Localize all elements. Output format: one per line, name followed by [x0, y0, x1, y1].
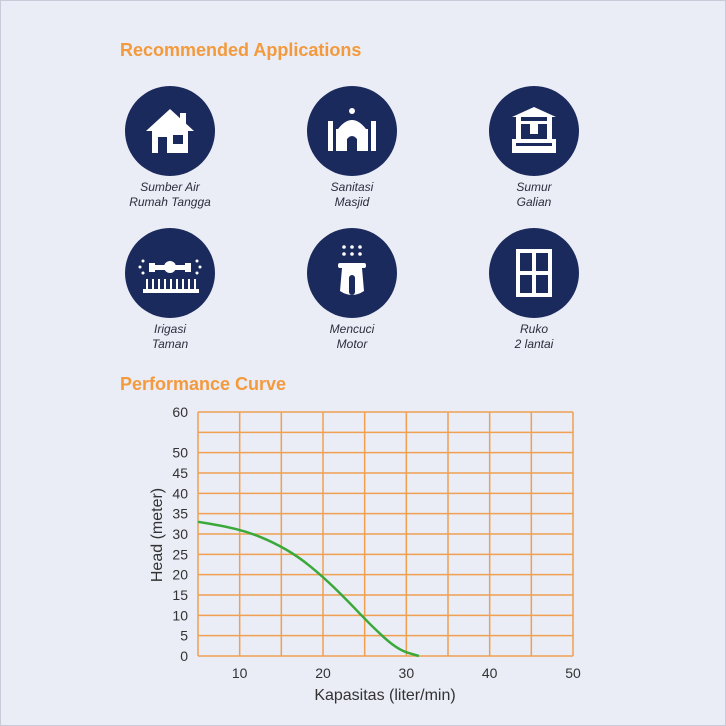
- house-icon: [125, 86, 215, 176]
- y-tick-label: 5: [180, 628, 188, 644]
- y-tick-label: 10: [172, 607, 188, 623]
- x-tick-label: 30: [399, 665, 415, 681]
- y-tick-label: 30: [172, 526, 188, 542]
- scooter-icon: [307, 228, 397, 318]
- app-item-mosque: Sanitasi Masjid: [272, 86, 432, 210]
- y-axis-label: Head (meter): [149, 488, 166, 582]
- y-tick-label: 60: [172, 404, 188, 420]
- app-item-well: Sumur Galian: [454, 86, 614, 210]
- performance-curve-line: [197, 520, 420, 658]
- x-tick-label: 50: [565, 665, 581, 681]
- y-tick-label: 20: [172, 567, 188, 583]
- y-tick-label: 35: [172, 506, 188, 522]
- app-item-house: Sumber Air Rumah Tangga: [90, 86, 250, 210]
- app-label-house: Sumber Air Rumah Tangga: [129, 180, 211, 209]
- x-tick-label: 40: [482, 665, 498, 681]
- app-item-scooter: Mencuci Motor: [272, 228, 432, 352]
- y-tick-label: 0: [180, 648, 188, 664]
- app-item-window: Ruko 2 lantai: [454, 228, 614, 352]
- mosque-icon: [307, 86, 397, 176]
- y-tick-label: 25: [172, 546, 188, 562]
- app-label-window: Ruko 2 lantai: [514, 322, 554, 351]
- app-label-sprinkler: Irigasi Taman: [151, 322, 189, 351]
- performance-title: Performance Curve: [120, 374, 287, 394]
- y-tick-label: 40: [172, 485, 188, 501]
- app-label-well: Sumur Galian: [516, 180, 552, 209]
- app-item-sprinkler: Irigasi Taman: [90, 228, 250, 352]
- app-label-mosque: Sanitasi Masjid: [330, 180, 374, 209]
- x-tick-label: 20: [315, 665, 331, 681]
- y-tick-label: 45: [172, 465, 188, 481]
- x-tick-label: 10: [232, 665, 248, 681]
- y-tick-label: 15: [172, 587, 188, 603]
- applications-title: Recommended Applications: [120, 40, 362, 60]
- x-axis-label: Kapasitas (liter/min): [314, 687, 455, 704]
- sprinkler-icon: [125, 228, 215, 318]
- well-icon: [489, 86, 579, 176]
- app-label-scooter: Mencuci Motor: [329, 322, 375, 351]
- y-tick-label: 50: [172, 445, 188, 461]
- window-icon: [489, 228, 579, 318]
